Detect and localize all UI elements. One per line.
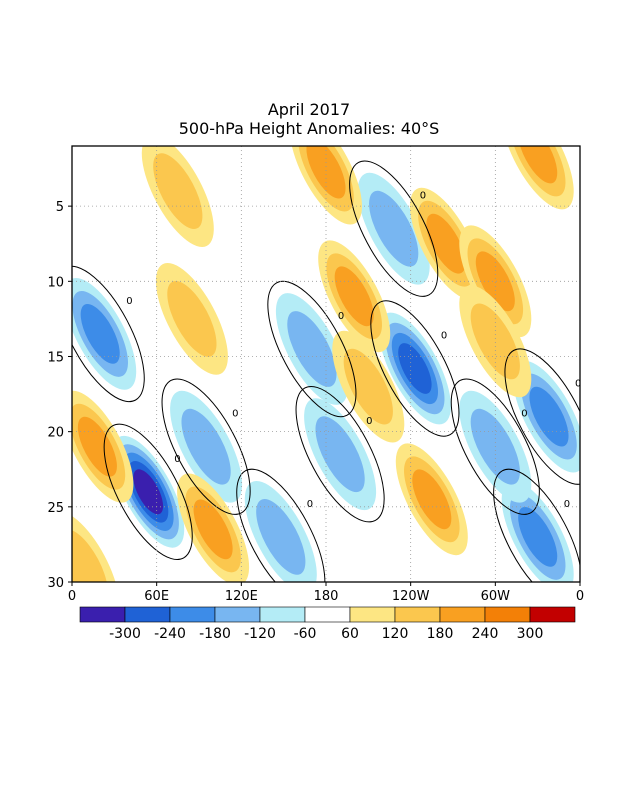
zero-contour-0 (103, 423, 193, 561)
zero-contour-2 (504, 348, 580, 485)
colorbar: -300 -240 -180 -120 -60 60 120 180 240 300 (79, 606, 576, 642)
zero-contours: 0 0 0 0 0 0 0 0 0 0 0 (72, 160, 581, 582)
x-axis: 0 60E 120E 180 120W 60W 0 (68, 582, 584, 604)
colorbar-label-5: 60 (341, 626, 359, 642)
anomaly-fields (72, 146, 580, 582)
zero-contour-7 (236, 468, 326, 582)
anomaly-neg-10-level-1 (315, 416, 365, 493)
colorbar-label-2: -180 (199, 626, 231, 642)
colorbar-label-1: -240 (154, 626, 186, 642)
x-tick-label-2: 120E (225, 589, 258, 604)
contour-label-8: 0 (420, 191, 426, 202)
anomaly-pos-22-level-1 (470, 303, 520, 380)
anomaly-pos-19-level-1 (167, 280, 217, 357)
chart-subtitle: 500-hPa Height Anomalies: 40°S (178, 119, 440, 138)
contour-label-10: 0 (366, 416, 372, 427)
anomaly-pos-16-level-2 (412, 469, 452, 530)
anomaly-pos-20-level-1 (343, 348, 393, 425)
grid-lines (72, 146, 580, 582)
zero-contour-10 (295, 385, 385, 523)
y-axis: 5 10 15 20 25 30 (47, 200, 72, 591)
contour-label-4: 0 (126, 296, 132, 307)
colorbar-label-4: -60 (294, 626, 317, 642)
colorbar-swatch-9 (484, 606, 531, 623)
contour-label-0: 0 (174, 454, 180, 465)
anomaly-neg-0-level-4 (133, 469, 164, 515)
anomaly-pos-15-level-2 (475, 251, 515, 312)
y-tick-label-0: 5 (56, 200, 64, 215)
colorbar-swatch-2 (169, 606, 216, 623)
anomaly-pos-14-level-2 (426, 213, 466, 274)
colorbar-swatch-5 (304, 606, 351, 623)
anomaly-pos-18-level-2 (518, 146, 558, 184)
contour-label-3: 0 (564, 499, 570, 510)
colorbar-swatch-0 (79, 606, 126, 623)
x-tick-label-6: 0 (576, 589, 584, 604)
zero-contour-3 (493, 468, 580, 582)
colorbar-swatch-6 (349, 606, 396, 623)
contour-label-9: 0 (521, 409, 527, 420)
x-tick-label-1: 60E (144, 589, 169, 604)
colorbar-label-0: -300 (109, 626, 141, 642)
contour-label-2: 0 (575, 379, 581, 390)
anomaly-neg-7-level-1 (256, 498, 306, 575)
x-tick-label-5: 60W (481, 589, 511, 604)
anomaly-pos-23-level-1 (153, 153, 203, 230)
y-tick-label-4: 25 (47, 501, 64, 516)
contour-label-7: 0 (307, 499, 313, 510)
anomaly-neg-6-level-1 (287, 311, 337, 387)
anomaly-pos-12-level-2 (193, 499, 233, 560)
colorbar-label-7: 180 (427, 626, 454, 642)
zero-contour-1 (370, 300, 460, 437)
y-tick-label-5: 30 (47, 576, 64, 591)
anomaly-pos-21-level-1 (72, 529, 108, 582)
colorbar-label-8: 240 (472, 626, 499, 642)
zero-contour-6 (267, 280, 357, 418)
y-tick-label-2: 15 (47, 350, 64, 365)
contour-label-6: 0 (338, 311, 344, 322)
colorbar-swatch-4 (259, 606, 306, 623)
anomaly-neg-3-level-2 (518, 507, 558, 567)
colorbar-swatch-1 (124, 606, 171, 623)
colorbar-swatch-3 (214, 606, 261, 623)
anomaly-neg-8-level-1 (369, 190, 419, 267)
contour-label-5: 0 (232, 409, 238, 420)
anomaly-neg-2-level-2 (529, 386, 569, 447)
anomaly-neg-4-level-2 (80, 304, 120, 364)
x-tick-label-3: 180 (314, 589, 339, 604)
colorbar-label-3: -120 (244, 626, 276, 642)
zero-contour-5 (161, 378, 251, 515)
colorbar-swatch-10 (529, 606, 576, 623)
y-tick-label-1: 10 (47, 275, 64, 290)
x-tick-label-0: 0 (68, 589, 76, 604)
anomaly-pos-11-level-2 (77, 416, 117, 477)
zero-contour-9 (450, 378, 540, 515)
colorbar-swatch-7 (394, 606, 441, 623)
zero-contour-4 (72, 265, 145, 403)
anomaly-neg-1-level-3 (398, 343, 432, 394)
y-tick-label-3: 20 (47, 426, 64, 441)
colorbar-label-9: 300 (517, 626, 544, 642)
contour-label-1: 0 (441, 331, 447, 342)
zero-contour-8 (349, 160, 439, 297)
chart-title: April 2017 (267, 100, 351, 119)
anomaly-neg-5-level-1 (181, 408, 231, 485)
colorbar-label-6: 120 (382, 626, 409, 642)
anomaly-pos-17-level-2 (306, 146, 346, 199)
x-tick-label-4: 120W (392, 589, 430, 604)
colorbar-swatch-8 (439, 606, 486, 623)
